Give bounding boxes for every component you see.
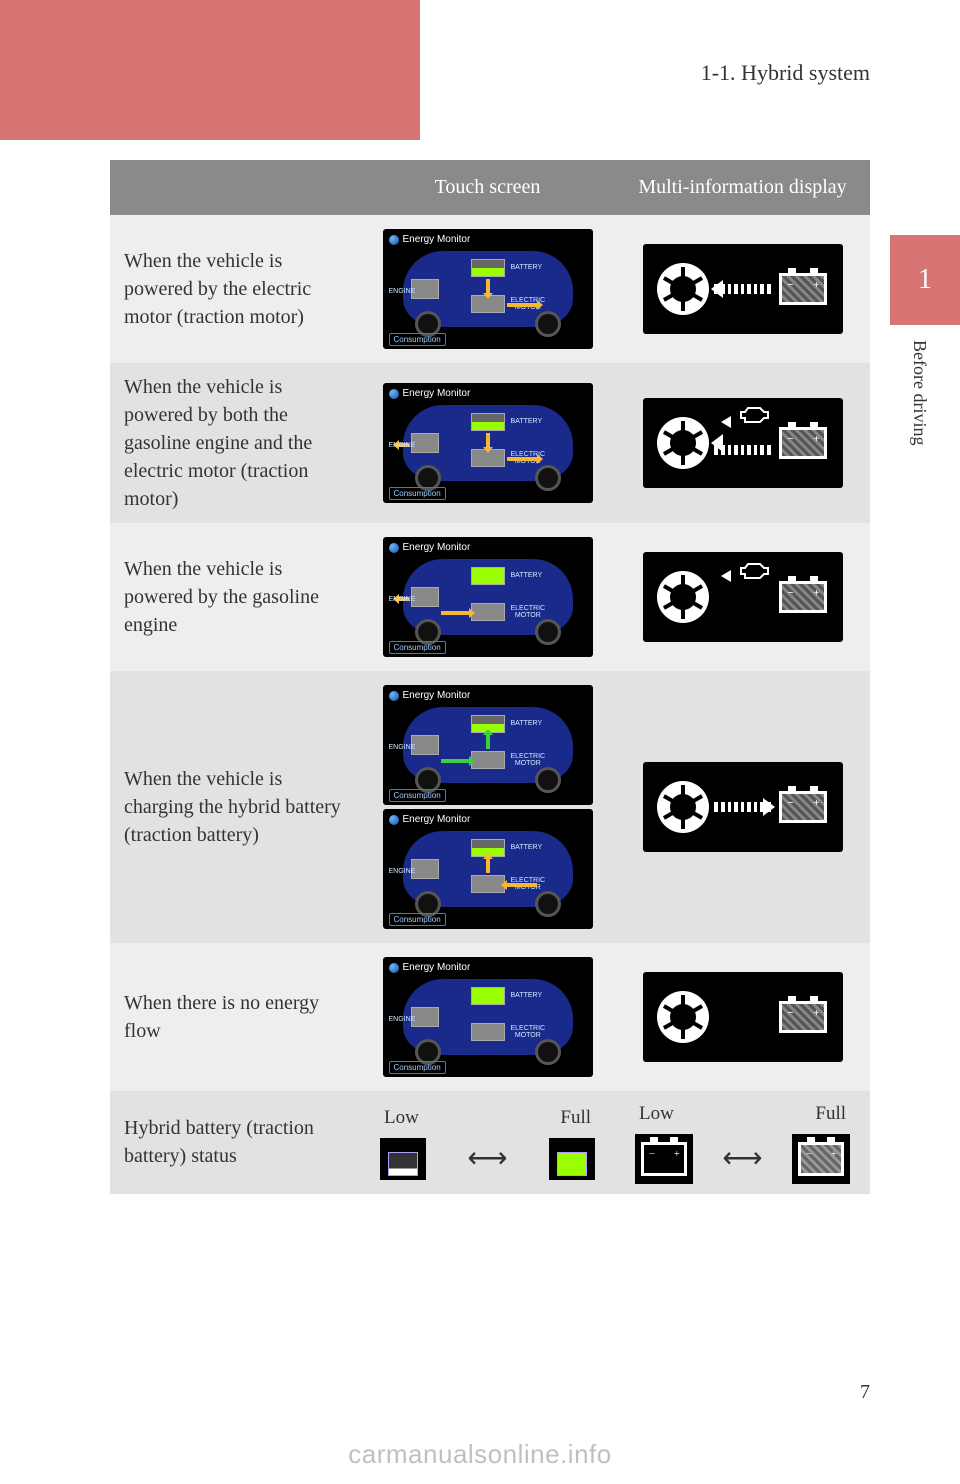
energy-monitor-diagram: Energy MonitorBATTERYELECTRICMOTORENGINE… — [383, 383, 593, 503]
table-row: When the vehicle is powered by both the … — [110, 363, 870, 523]
energy-monitor-diagram: Energy MonitorBATTERYELECTRICMOTORENGINE… — [383, 957, 593, 1077]
row-mid-cell: −+ — [615, 523, 870, 671]
row-touchscreen-cell: Energy MonitorBATTERYELECTRICMOTORENGINE… — [360, 523, 615, 671]
row-description: Hybrid battery (traction battery) status — [110, 1091, 360, 1194]
table-row: When there is no energy flowEnergy Monit… — [110, 943, 870, 1091]
chapter-tab: 1 — [890, 235, 960, 325]
chapter-side-label: Before driving — [909, 340, 930, 445]
energy-monitor-diagram: Energy MonitorBATTERYELECTRICMOTORENGINE… — [383, 229, 593, 349]
mid-display-diagram: −+ — [643, 244, 843, 334]
th-blank — [110, 160, 360, 215]
row-description: When the vehicle is powered by both the … — [110, 363, 360, 523]
hybrid-energy-table: Touch screen Multi-information display W… — [110, 160, 870, 1194]
row-description: When the vehicle is charging the hybrid … — [110, 671, 360, 943]
row-mid-cell: −+ — [615, 363, 870, 523]
row-description: When the vehicle is powered by the elect… — [110, 215, 360, 363]
mid-display-diagram: −+ — [643, 552, 843, 642]
row-touchscreen-cell: Energy MonitorBATTERYELECTRICMOTORENGINE… — [360, 215, 615, 363]
row-mid-cell: −+ — [615, 943, 870, 1091]
table-row: Hybrid battery (traction battery) status… — [110, 1091, 870, 1194]
th-mid: Multi-information display — [615, 160, 870, 215]
mid-display-diagram: −+ — [643, 972, 843, 1062]
energy-monitor-diagram: Energy MonitorBATTERYELECTRICMOTORENGINE… — [383, 809, 593, 929]
table-row: When the vehicle is powered by the gasol… — [110, 523, 870, 671]
row-mid-cell: −+ — [615, 215, 870, 363]
energy-monitor-diagram: Energy MonitorBATTERYELECTRICMOTORENGINE… — [383, 537, 593, 657]
page-number: 7 — [860, 1381, 870, 1404]
row-touchscreen-cell: Energy MonitorBATTERYELECTRICMOTORENGINE… — [360, 363, 615, 523]
row-touchscreen-cell: Energy MonitorBATTERYELECTRICMOTORENGINE… — [360, 671, 615, 943]
watermark: carmanualsonline.info — [0, 1439, 960, 1470]
row-description: When there is no energy flow — [110, 943, 360, 1091]
row-mid-cell: −+ — [615, 671, 870, 943]
table-row: When the vehicle is charging the hybrid … — [110, 671, 870, 943]
row-description: When the vehicle is powered by the gasol… — [110, 523, 360, 671]
energy-monitor-diagram: Energy MonitorBATTERYELECTRICMOTORENGINE… — [383, 685, 593, 805]
mid-display-diagram: −+ — [643, 398, 843, 488]
row-touchscreen-cell: LowFull⟷ — [360, 1091, 615, 1194]
header-accent-band — [0, 0, 420, 140]
row-touchscreen-cell: Energy MonitorBATTERYELECTRICMOTORENGINE… — [360, 943, 615, 1091]
mid-display-diagram: −+ — [643, 762, 843, 852]
row-mid-cell: LowFull−+⟷−+ — [615, 1091, 870, 1194]
section-header: 1-1. Hybrid system — [701, 60, 870, 86]
th-touch-screen: Touch screen — [360, 160, 615, 215]
table-row: When the vehicle is powered by the elect… — [110, 215, 870, 363]
